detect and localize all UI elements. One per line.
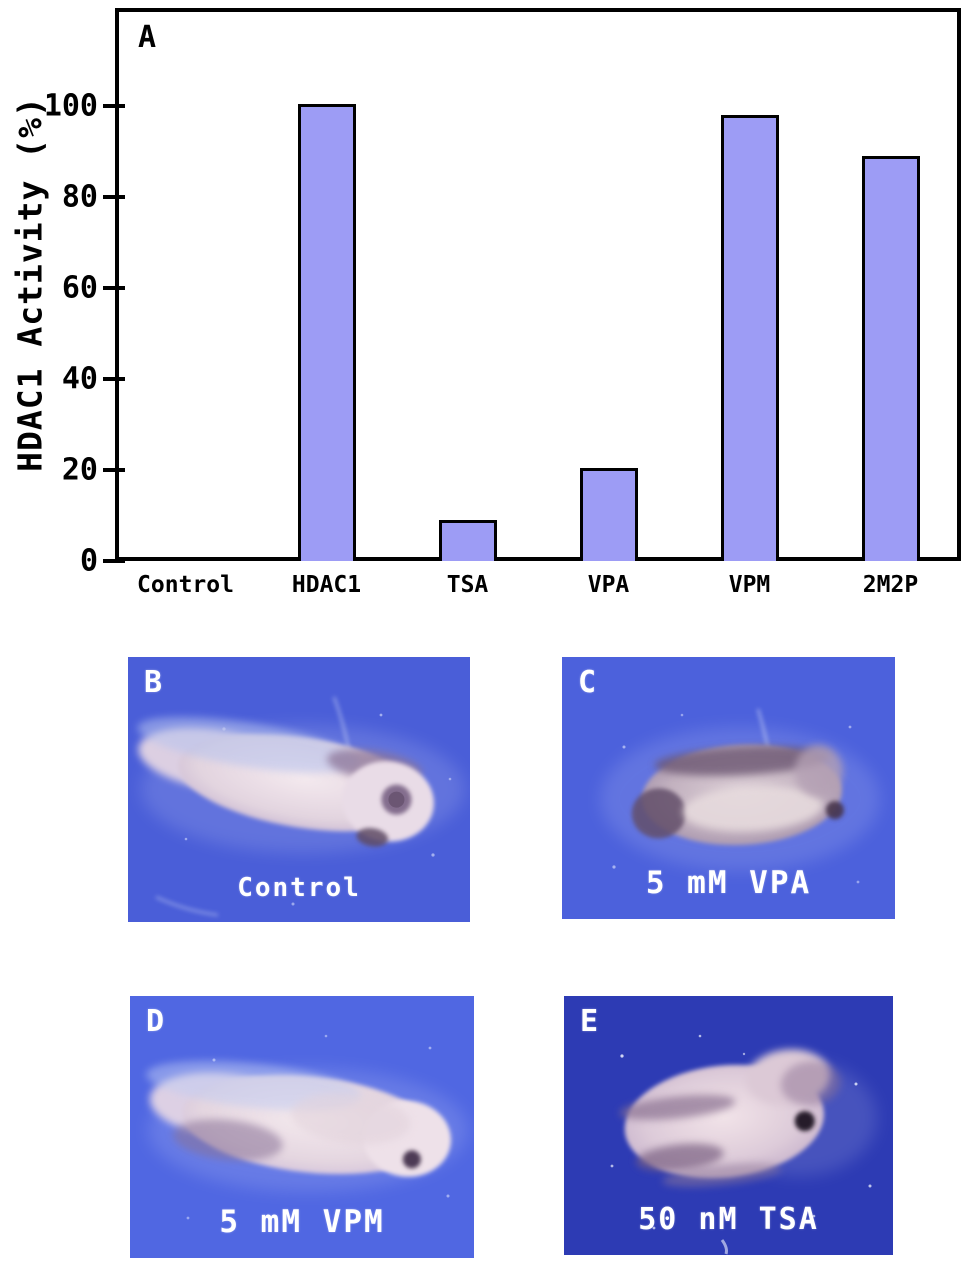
embryo-photo-tsa xyxy=(564,996,893,1255)
y-tick-mark-0 xyxy=(103,559,125,563)
photo-panel-c-vpa: C 5 mM VPA xyxy=(562,657,895,919)
bar-2m2p xyxy=(861,156,920,561)
bar-vpm xyxy=(720,115,779,561)
x-label-hdac1: HDAC1 xyxy=(291,572,362,598)
x-label-tsa: TSA xyxy=(446,572,489,598)
panel-e-letter: E xyxy=(580,1004,599,1039)
x-label-vpm: VPM xyxy=(728,572,771,598)
y-tick-label-40: 40 xyxy=(61,361,98,397)
plot-frame xyxy=(115,8,961,561)
bar-vpa xyxy=(579,467,638,561)
y-tick-mark-20 xyxy=(103,468,125,472)
panel-b-caption: Control xyxy=(237,873,361,903)
y-tick-mark-40 xyxy=(103,377,125,381)
panel-a-letter: A xyxy=(138,20,157,55)
x-label-vpa: VPA xyxy=(587,572,630,598)
bar-tsa xyxy=(438,520,497,561)
y-tick-mark-100 xyxy=(103,104,125,108)
embryo-photo-vpm xyxy=(130,996,474,1258)
y-tick-label-100: 100 xyxy=(43,88,98,124)
embryo-photo-vpa xyxy=(562,657,895,919)
photo-panel-d-vpm: D 5 mM VPM xyxy=(130,996,474,1258)
panel-d-letter: D xyxy=(146,1004,165,1039)
panel-b-letter: B xyxy=(144,665,163,700)
panel-c-letter: C xyxy=(578,665,597,700)
y-tick-label-80: 80 xyxy=(61,179,98,215)
panel-e-caption: 50 nM TSA xyxy=(638,1202,819,1237)
y-tick-mark-60 xyxy=(103,286,125,290)
x-label-2m2p: 2M2P xyxy=(862,572,919,598)
photo-panel-e-tsa: E 50 nM TSA xyxy=(564,996,893,1255)
embryo-photo-control xyxy=(128,657,470,922)
panel-c-caption: 5 mM VPA xyxy=(645,865,812,901)
y-tick-label-60: 60 xyxy=(61,270,98,306)
photo-panel-b-control: B Control xyxy=(128,657,470,922)
y-tick-mark-80 xyxy=(103,195,125,199)
bar-chart-panel-a: A HDAC1 Activity (%) 0 20 40 60 80 100 Control… xyxy=(11,8,961,598)
y-tick-label-20: 20 xyxy=(61,452,98,488)
panel-d-caption: 5 mM VPM xyxy=(219,1204,385,1240)
y-tick-label-0: 0 xyxy=(79,543,98,579)
x-label-control: Control xyxy=(137,572,234,598)
bar-hdac1 xyxy=(297,103,356,561)
